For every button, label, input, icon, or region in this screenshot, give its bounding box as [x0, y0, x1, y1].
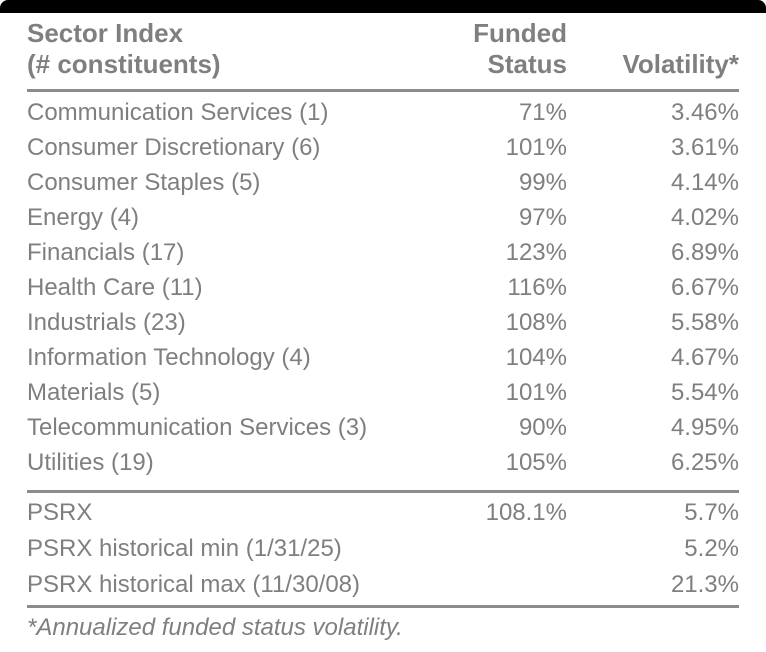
table-row: Information Technology (4) 104% 4.67% — [27, 340, 739, 375]
sector-cell: PSRX historical min (1/31/25) — [27, 535, 342, 562]
volatility-cell: 4.67% — [670, 344, 739, 371]
table-row: Consumer Staples (5) 99% 4.14% — [27, 165, 739, 200]
table-row: Materials (5) 101% 5.54% — [27, 375, 739, 410]
table-row: Energy (4) 97% 4.02% — [27, 200, 739, 235]
top-accent-bar — [0, 0, 766, 13]
summary-row: PSRX historical max (11/30/08) 21.3% — [27, 567, 739, 603]
summary-rows: PSRX 108.1% 5.7% PSRX historical min (1/… — [27, 493, 739, 605]
sector-cell: PSRX historical max (11/30/08) — [27, 571, 361, 598]
volatility-cell: 6.67% — [670, 274, 739, 301]
table-row: Communication Services (1) 71% 3.46% — [27, 95, 739, 130]
volatility-cell: 5.2% — [684, 535, 739, 562]
funded-status-cell: 90% — [518, 414, 567, 441]
sector-cell: Materials (5) — [27, 379, 161, 406]
funded-status-cell: 108% — [505, 309, 567, 336]
table-row: Utilities (19) 105% 6.25% — [27, 445, 739, 480]
sector-cell: Communication Services (1) — [27, 99, 329, 126]
volatility-cell: 4.95% — [670, 414, 739, 441]
summary-divider-rule — [27, 490, 739, 493]
funded-status-cell: 101% — [505, 134, 567, 161]
volatility-cell: 5.7% — [684, 499, 739, 526]
volatility-cell: 6.25% — [670, 449, 739, 476]
sector-cell: Energy (4) — [27, 204, 140, 231]
volatility-cell: 5.54% — [670, 379, 739, 406]
footnote: *Annualized funded status volatility. — [27, 614, 403, 641]
volatility-cell: 3.61% — [670, 134, 739, 161]
volatility-cell: 5.58% — [670, 309, 739, 336]
funded-status-cell: 71% — [518, 99, 567, 126]
sector-cell: Financials (17) — [27, 239, 185, 266]
sector-cell: Telecommunication Services (3) — [27, 414, 368, 441]
funded-status-cell: 116% — [507, 274, 567, 301]
table-row: Financials (17) 123% 6.89% — [27, 235, 739, 270]
volatility-cell: 6.89% — [670, 239, 739, 266]
column-header-sector-line2: (# constituents) — [27, 49, 221, 79]
funded-status-cell: 123% — [505, 239, 567, 266]
funded-status-cell — [397, 531, 567, 567]
sector-rows: Communication Services (1) 71% 3.46% Con… — [27, 92, 739, 490]
column-header-sector: Sector Index (# constituents) — [27, 18, 397, 80]
summary-row: PSRX historical min (1/31/25) 5.2% — [27, 531, 739, 567]
sector-cell: Information Technology (4) — [27, 344, 311, 371]
funded-status-cell: 97% — [518, 204, 567, 231]
column-header-funded-line2: Status — [487, 49, 567, 79]
table-row: Consumer Discretionary (6) 101% 3.61% — [27, 130, 739, 165]
column-header-funded-line1: Funded — [473, 18, 567, 48]
table-row: Health Care (11) 116% 6.67% — [27, 270, 739, 305]
sector-cell: Health Care (11) — [27, 274, 203, 301]
sector-cell: Consumer Discretionary (6) — [27, 134, 321, 161]
table-header-row: Sector Index (# constituents) Funded Sta… — [27, 13, 739, 80]
sector-cell: PSRX — [27, 499, 93, 526]
column-header-volatility: Volatility* — [622, 49, 739, 79]
sector-cell: Industrials (23) — [27, 309, 186, 336]
volatility-cell: 21.3% — [670, 571, 739, 598]
funded-status-cell: 101% — [505, 379, 567, 406]
column-header-funded-status: Funded Status — [397, 18, 567, 80]
table-content: Sector Index (# constituents) Funded Sta… — [0, 13, 766, 642]
funded-status-cell: 105% — [505, 449, 567, 476]
funded-status-cell: 108.1% — [485, 499, 567, 526]
volatility-cell: 3.46% — [670, 99, 739, 126]
sector-cell: Utilities (19) — [27, 449, 154, 476]
footnote-divider-rule — [27, 605, 739, 608]
column-header-sector-line1: Sector Index — [27, 18, 184, 48]
header-divider-rule — [27, 89, 739, 92]
table-row: Telecommunication Services (3) 90% 4.95% — [27, 410, 739, 445]
funded-status-cell: 104% — [505, 344, 567, 371]
volatility-cell: 4.02% — [670, 204, 739, 231]
volatility-cell: 4.14% — [670, 169, 739, 196]
funded-status-cell: 99% — [518, 169, 567, 196]
sector-cell: Consumer Staples (5) — [27, 169, 261, 196]
funded-status-cell — [397, 567, 567, 603]
table-row: Industrials (23) 108% 5.58% — [27, 305, 739, 340]
summary-row: PSRX 108.1% 5.7% — [27, 495, 739, 531]
